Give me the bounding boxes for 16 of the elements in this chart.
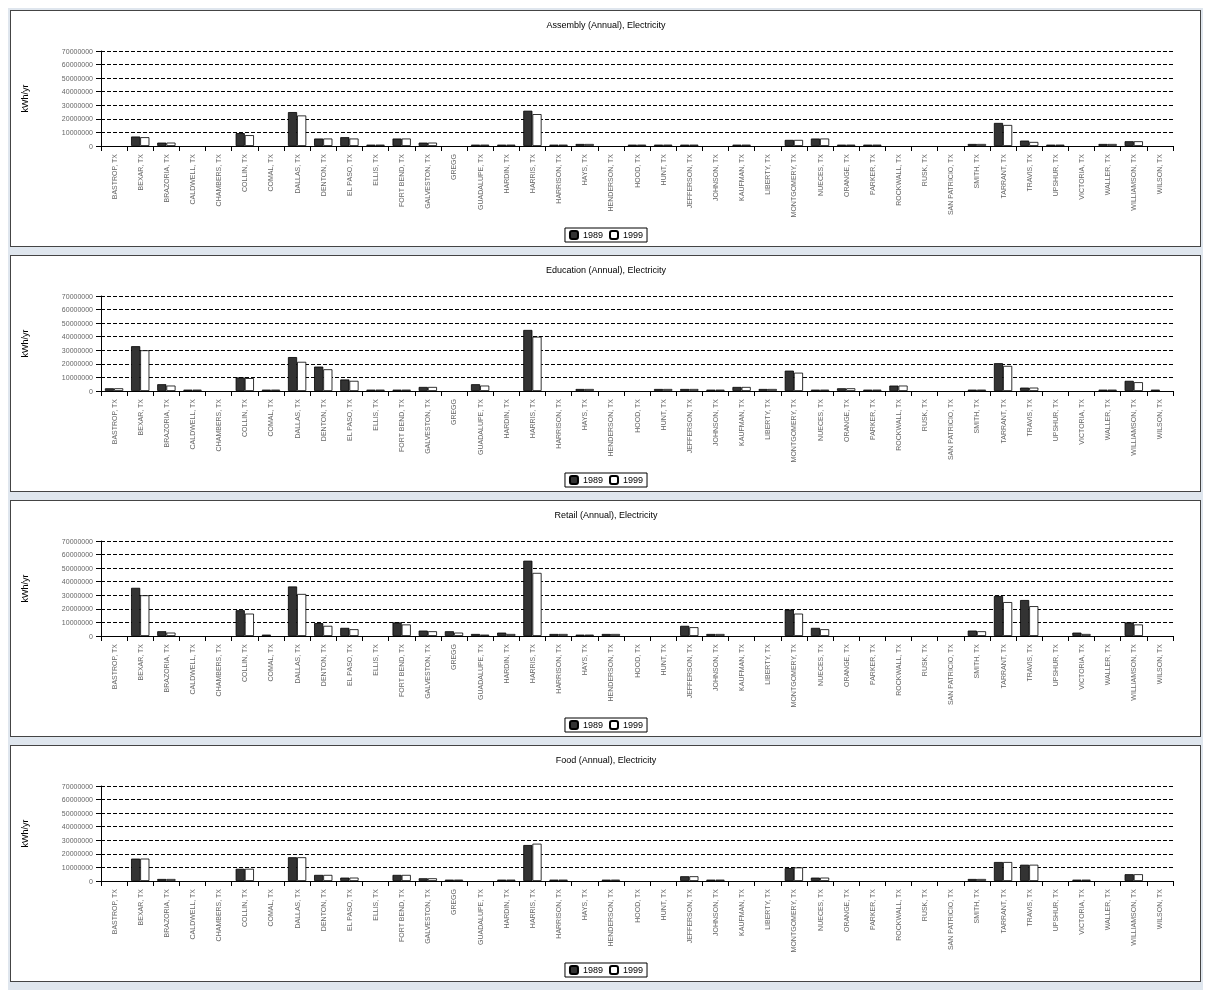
legend-label: 1999 xyxy=(623,720,644,730)
legend-label: 1989 xyxy=(582,475,604,485)
chart-title: Food (Annual), Electricity xyxy=(555,754,657,765)
legend-label: 1989 xyxy=(582,720,604,730)
legend-label: 1999 xyxy=(623,230,644,240)
legend-label: 1999 xyxy=(623,965,644,975)
legend-label: 1989 xyxy=(582,965,604,975)
chart-title: Assembly (Annual), Electricity xyxy=(546,19,667,30)
y-axis-title: kWh/yr xyxy=(19,819,30,848)
y-axis-title: kWh/yr xyxy=(19,329,30,358)
legend-label: 1999 xyxy=(623,475,644,485)
y-axis-title: kWh/yr xyxy=(19,84,30,113)
y-axis-title: kWh/yr xyxy=(19,574,30,603)
legend-label: 1989 xyxy=(582,230,604,240)
chart-title: Education (Annual), Electricity xyxy=(545,264,667,275)
chart-title: Retail (Annual), Electricity xyxy=(554,509,659,520)
